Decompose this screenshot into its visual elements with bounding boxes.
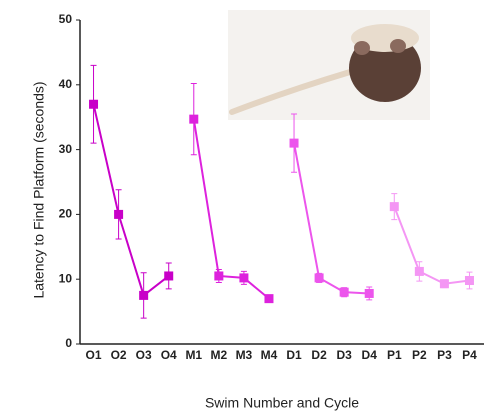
rat-photo bbox=[228, 10, 430, 120]
series-line bbox=[194, 119, 269, 298]
data-point bbox=[164, 271, 173, 280]
rat-ear bbox=[354, 41, 370, 55]
data-point bbox=[465, 276, 474, 285]
data-point bbox=[340, 288, 349, 297]
y-tick-label: 50 bbox=[59, 12, 73, 26]
x-tick-label: O1 bbox=[86, 348, 102, 362]
x-tick-label: P4 bbox=[462, 348, 477, 362]
data-point bbox=[390, 202, 399, 211]
rat-ear bbox=[390, 39, 406, 53]
x-tick-label: D3 bbox=[336, 348, 352, 362]
data-point bbox=[365, 289, 374, 298]
x-tick-label: M1 bbox=[185, 348, 202, 362]
x-tick-label: D2 bbox=[311, 348, 327, 362]
y-tick-label: 20 bbox=[59, 207, 73, 221]
data-point bbox=[239, 273, 248, 282]
series-line bbox=[94, 104, 169, 295]
data-point bbox=[315, 273, 324, 282]
x-tick-label: M3 bbox=[236, 348, 253, 362]
data-point bbox=[139, 291, 148, 300]
x-tick-label: P2 bbox=[412, 348, 427, 362]
data-point bbox=[89, 100, 98, 109]
data-point bbox=[189, 115, 198, 124]
data-point bbox=[264, 294, 273, 303]
x-tick-label: P1 bbox=[387, 348, 402, 362]
x-tick-label: P3 bbox=[437, 348, 452, 362]
data-point bbox=[214, 271, 223, 280]
data-point bbox=[114, 210, 123, 219]
x-tick-label: M2 bbox=[211, 348, 228, 362]
series-line bbox=[394, 207, 469, 284]
chart: Latency to Find Platform (seconds) Swim … bbox=[0, 0, 492, 415]
x-tick-label: O2 bbox=[111, 348, 127, 362]
y-tick-label: 40 bbox=[59, 77, 73, 91]
data-point bbox=[415, 267, 424, 276]
y-tick-label: 10 bbox=[59, 271, 73, 285]
x-tick-label: M4 bbox=[261, 348, 278, 362]
y-axis-title: Latency to Find Platform (seconds) bbox=[31, 81, 47, 298]
series-line bbox=[294, 143, 369, 293]
y-tick-label: 30 bbox=[59, 142, 73, 156]
x-tick-label: D4 bbox=[362, 348, 378, 362]
x-tick-label: O3 bbox=[136, 348, 152, 362]
x-axis-title: Swim Number and Cycle bbox=[205, 395, 359, 411]
data-point bbox=[290, 139, 299, 148]
x-tick-label: D1 bbox=[286, 348, 302, 362]
x-tick-label: O4 bbox=[161, 348, 177, 362]
y-tick-label: 0 bbox=[65, 336, 72, 350]
data-point bbox=[440, 279, 449, 288]
